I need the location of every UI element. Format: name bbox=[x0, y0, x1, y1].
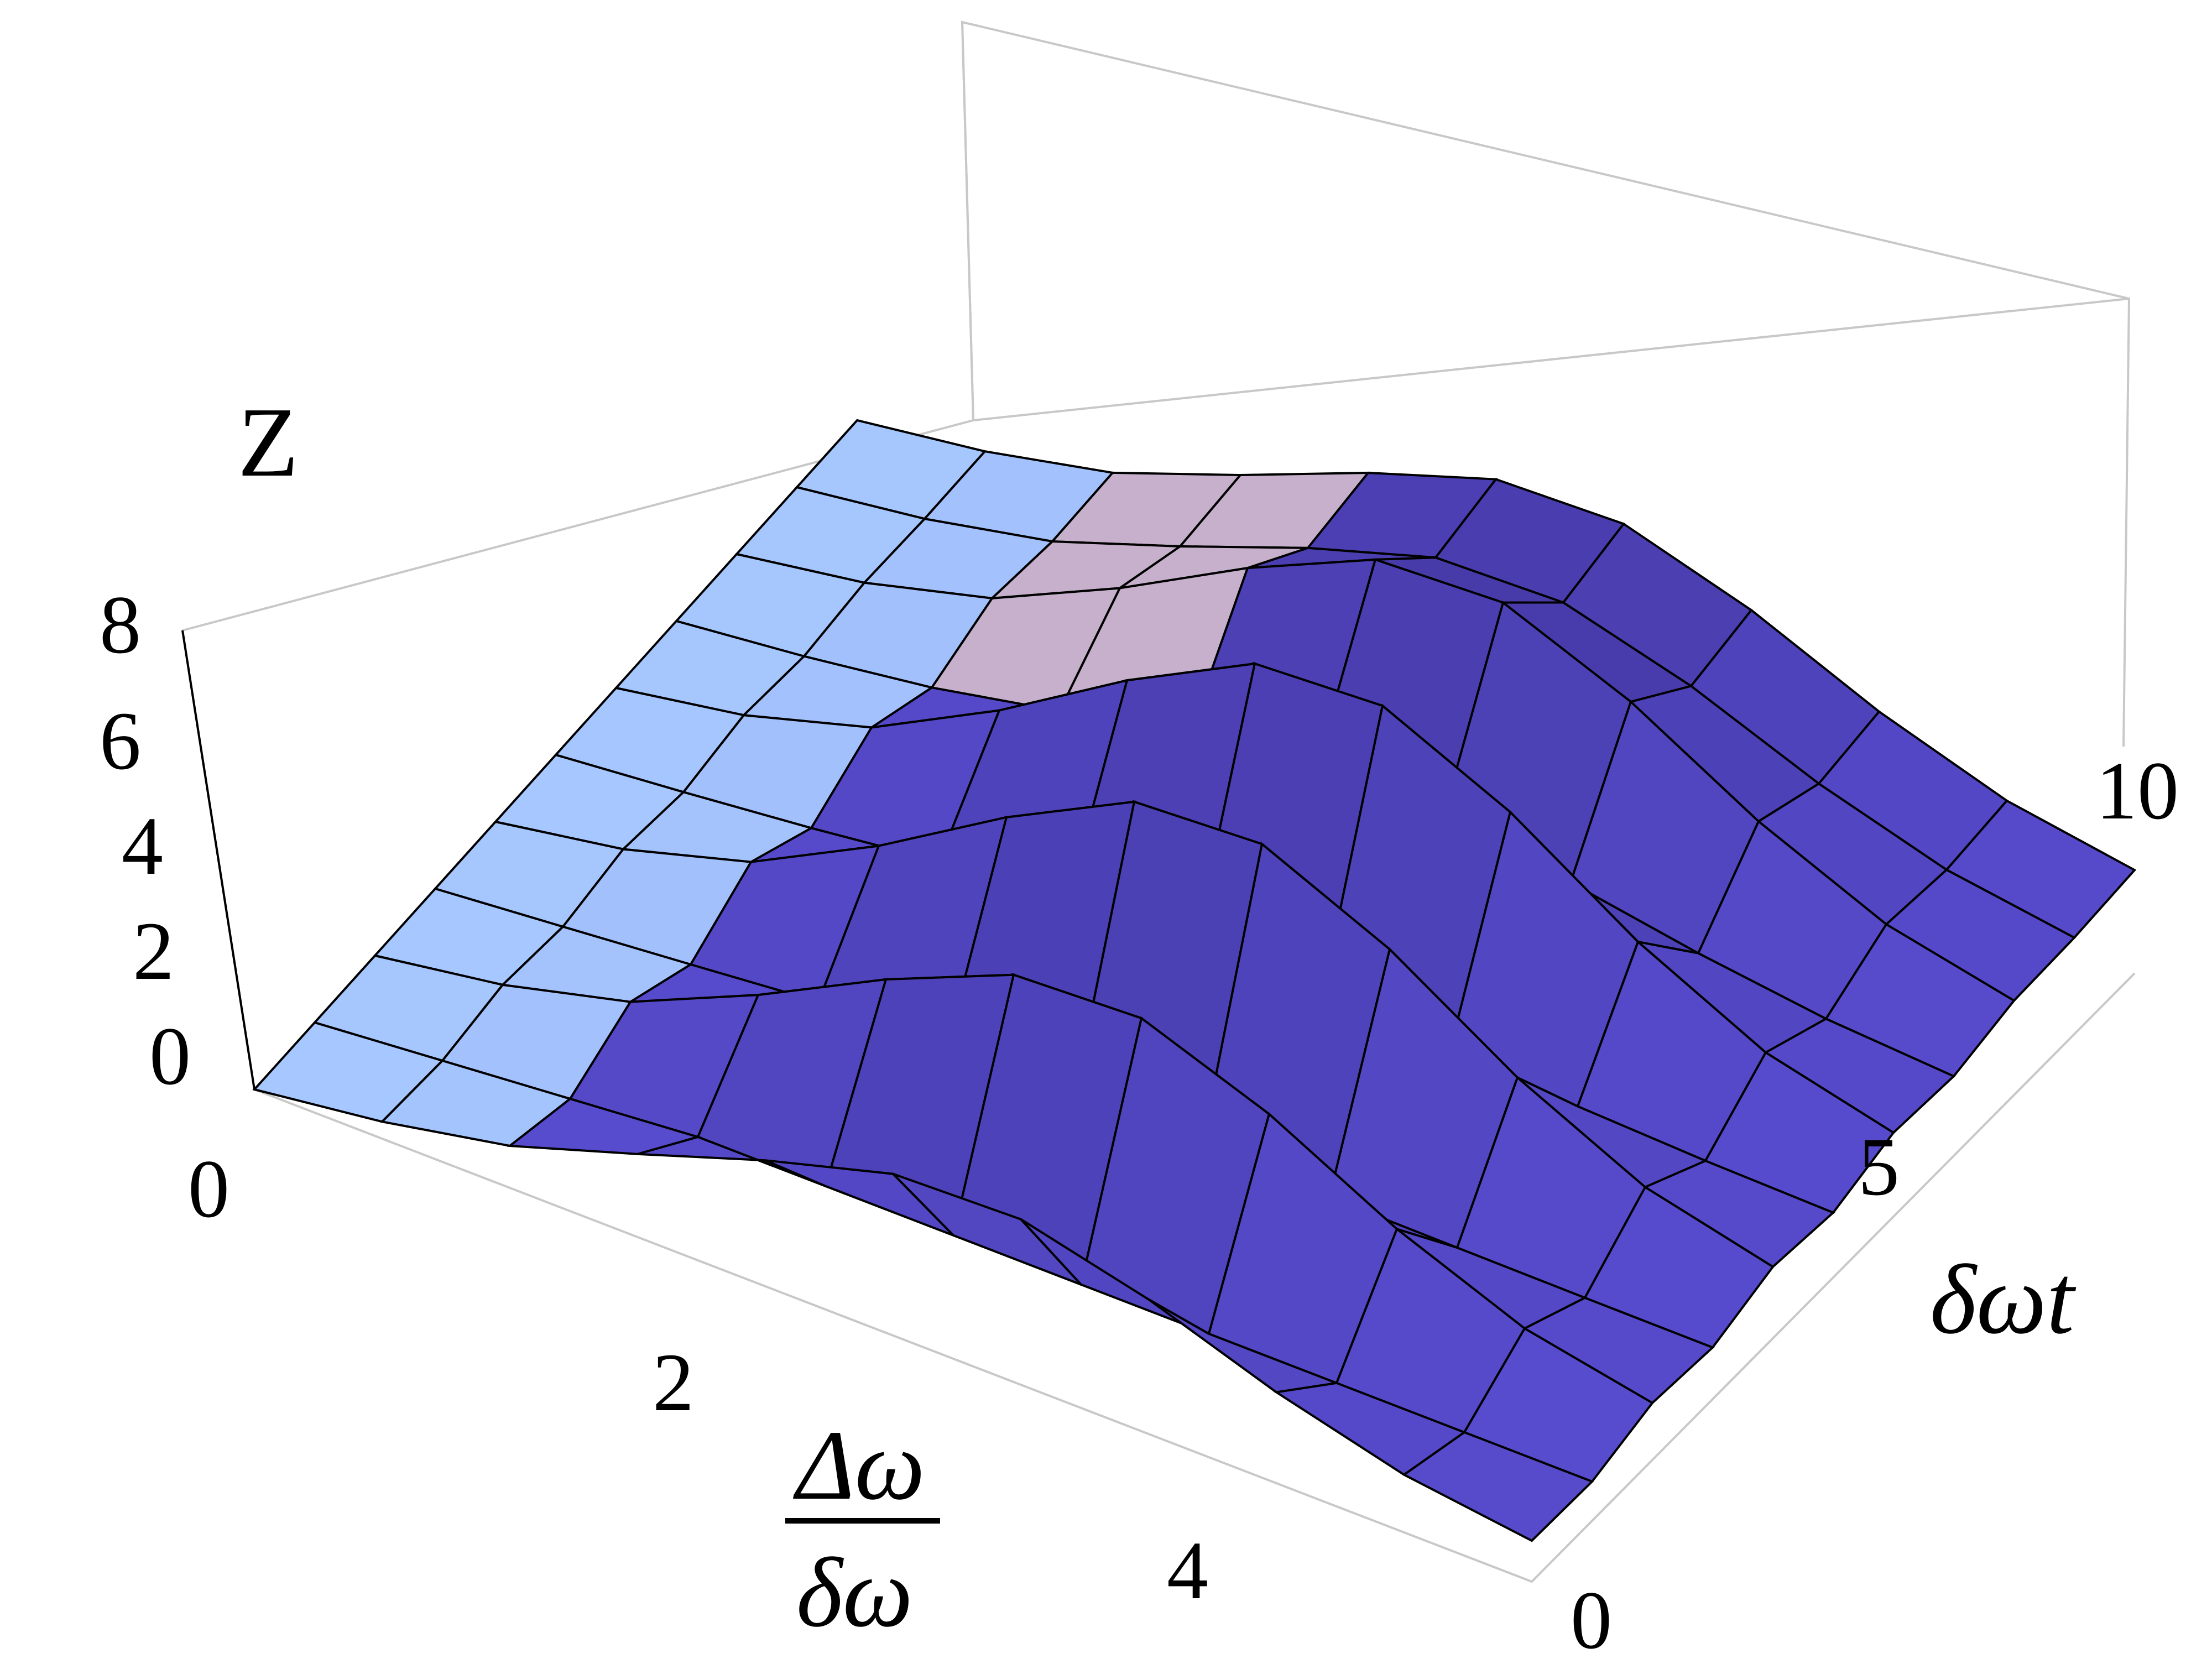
z-tick-label: 0 bbox=[149, 1010, 191, 1102]
z-tick-label: 6 bbox=[100, 695, 141, 787]
y-tick-label: 0 bbox=[1571, 1574, 1612, 1666]
x-tick-label: 2 bbox=[653, 1337, 694, 1428]
surface-patch bbox=[1402, 1431, 1594, 1542]
z-tick-label: 8 bbox=[100, 579, 141, 671]
y-tick-label: 5 bbox=[1858, 1121, 1900, 1213]
y-tick-label: 10 bbox=[2096, 745, 2179, 837]
y-axis-title: δωt bbox=[1930, 1244, 2077, 1354]
x-axis-title-numerator: Δω bbox=[793, 1410, 925, 1520]
x-tick-label: 0 bbox=[188, 1143, 229, 1235]
z-axis-title: Z bbox=[238, 387, 299, 497]
z-axis bbox=[181, 630, 255, 1090]
x-axis-title: Δω δω bbox=[785, 1410, 940, 1647]
z-tick-label: 2 bbox=[133, 905, 174, 997]
x-axis-title-denominator: δω bbox=[796, 1537, 913, 1647]
x-tick-label: 4 bbox=[1167, 1525, 1208, 1616]
surface-mesh bbox=[252, 419, 2137, 1542]
z-tick-label: 4 bbox=[122, 800, 163, 892]
